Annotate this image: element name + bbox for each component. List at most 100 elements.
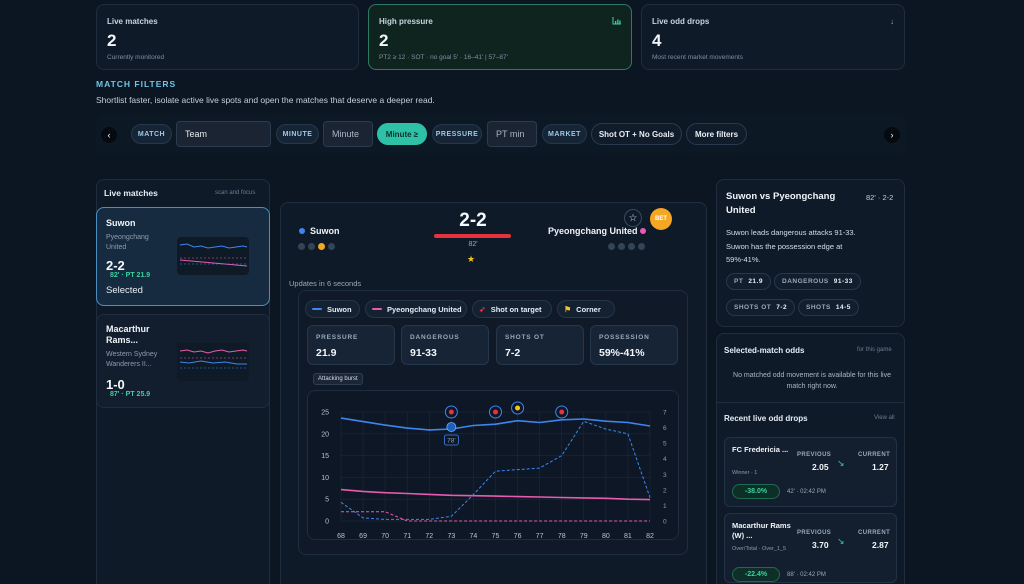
odd-market: Over/Total · Over_1_5 <box>732 546 787 552</box>
match-meta: 87' · PT 25.9 <box>110 391 151 398</box>
odd-match-name: Macarthur Rams (W) ... <box>732 521 791 540</box>
match-opponent: Pyeongchang United <box>106 234 149 251</box>
odd-drop-card[interactable]: FC Fredericia ... Winner · 1 PREVIOUS 2.… <box>724 437 897 507</box>
odd-current-label: CURRENT <box>858 452 891 458</box>
chip-value: 91-33 <box>833 278 853 285</box>
update-countdown: Updates in 6 seconds <box>289 279 362 288</box>
y-tick-label: 10 <box>321 475 329 482</box>
x-tick-label: 75 <box>492 533 500 540</box>
odd-current-label: CURRENT <box>858 530 891 536</box>
match-opponent: Western Sydney Wanderers II... <box>106 351 158 368</box>
metric-dangerous: DANGEROUS 91-33 <box>401 325 489 365</box>
y2-tick-label: 3 <box>663 472 667 479</box>
filter-next-button[interactable]: › <box>884 127 900 143</box>
home-team-name: Suwon <box>310 226 340 236</box>
pressure-filter-chip: PRESSURE <box>432 124 482 144</box>
metric-value: 59%-41% <box>599 347 645 359</box>
match-card-suwon[interactable]: Suwon Pyeongchang United 2-2 82' · PT 21… <box>96 207 270 306</box>
metric-possession: POSSESSION 59%-41% <box>590 325 678 365</box>
arrow-down-right-icon: ↘ <box>837 536 845 546</box>
y2-tick-label: 0 <box>663 519 667 526</box>
x-tick-label: 76 <box>514 533 522 540</box>
legend-label: Pyeongchang United <box>387 304 462 314</box>
odd-match-name: FC Fredericia ... <box>732 445 789 454</box>
pressure-chart: 68 69 70 71 72 73 74 75 76 77 78 79 80 81 820510152025… <box>321 401 667 540</box>
home-indicator <box>298 243 305 250</box>
x-tick-label: 78 <box>558 533 566 540</box>
filter-prev-button[interactable]: ‹ <box>101 127 117 143</box>
summary-chip-dangerous: DANGEROUS 91-33 <box>774 273 861 290</box>
summary-description: Suwon leads dangerous attacks 91-33. Suw… <box>726 228 856 264</box>
stat-card-high-pressure[interactable]: High pressure 2 PT2 ≥ 12 · SOT · no goal… <box>368 4 632 70</box>
metric-label: SHOTS OT <box>505 334 545 341</box>
stat-sub: Most recent market movements <box>652 54 744 61</box>
odd-prev-label: PREVIOUS <box>797 530 832 536</box>
y2-tick-label: 4 <box>663 456 667 463</box>
metric-label: PRESSURE <box>316 334 359 341</box>
legend-line <box>372 308 382 310</box>
chip-label: SHOTS OT <box>734 304 772 311</box>
more-filters-button[interactable]: More filters <box>686 123 747 145</box>
filters-subtitle: Shortlist faster, isolate active live sp… <box>96 95 435 105</box>
odd-drop-card[interactable]: Macarthur Rams (W) ... Over/Total · Over… <box>724 513 897 583</box>
market-filter-chip: MARKET <box>542 124 587 144</box>
stat-card-live-odd-drops[interactable]: Live odd drops ↓ 4 Most recent market mo… <box>641 4 905 70</box>
legend-corner[interactable]: ⚑ Corner <box>557 300 615 318</box>
legend-home[interactable]: Suwon <box>305 300 360 318</box>
home-indicator <box>308 243 315 250</box>
stat-label: High pressure <box>379 17 433 26</box>
shot-event-dot <box>559 409 565 415</box>
legend-shot[interactable]: ➶ Shot on target <box>472 300 552 318</box>
live-matches-meta: scan and focus <box>215 190 256 196</box>
goal-event-label: 78' <box>447 438 455 445</box>
away-indicator <box>608 243 615 250</box>
stat-sub: PT2 ≥ 12 · SOT · no goal 5' · 16–41' | 5… <box>379 54 508 61</box>
away-indicator <box>628 243 635 250</box>
minute-threshold-button[interactable]: Minute ≥ <box>377 123 427 145</box>
away-indicator <box>638 243 645 250</box>
odd-current-value: 1.27 <box>872 462 889 472</box>
stat-value: 2 <box>379 31 389 50</box>
shot-icon: ➶ <box>479 304 486 314</box>
view-all-link[interactable]: View all <box>874 415 895 421</box>
odd-market: Winner · 1 <box>732 470 758 476</box>
corner-event-dot <box>515 405 521 411</box>
chip-label: DANGEROUS <box>782 278 829 285</box>
bet-button[interactable]: BET <box>650 208 672 230</box>
trend-chart-icon <box>612 17 621 27</box>
filters-title: MATCH FILTERS <box>96 79 177 89</box>
series-line-1 <box>340 488 651 501</box>
market-select-button[interactable]: Shot OT + No Goals <box>591 123 682 145</box>
summary-minute: 82' · 2-2 <box>866 193 894 202</box>
attacking-burst-badge: Attacking burst <box>313 373 363 385</box>
legend-away[interactable]: Pyeongchang United <box>365 300 467 318</box>
chip-label: SHOTS <box>806 304 831 311</box>
y-tick-label: 5 <box>325 497 329 504</box>
match-card-macarthur[interactable]: Macarthur Rams... Western Sydney Wandere… <box>96 314 270 408</box>
odd-time: 42' · 02:42 PM <box>787 489 826 495</box>
odd-current-value: 2.87 <box>872 540 889 550</box>
y2-tick-label: 6 <box>663 425 667 432</box>
x-tick-label: 68 <box>337 533 345 540</box>
home-indicator <box>328 243 335 250</box>
goal-event-badge <box>443 434 459 446</box>
score-pressure-bar <box>434 234 511 238</box>
x-tick-label: 81 <box>624 533 632 540</box>
y2-tick-label: 5 <box>663 441 667 448</box>
odd-drop-percent: -38.0% <box>732 484 780 499</box>
match-team: Suwon <box>106 218 136 228</box>
home-team-dot <box>299 228 305 234</box>
metric-shots-ot: SHOTS OT 7-2 <box>496 325 584 365</box>
minute-filter-input[interactable]: Minute <box>323 121 373 147</box>
favorite-star-button[interactable]: ☆ <box>624 209 642 227</box>
live-matches-title: Live matches <box>104 188 158 198</box>
x-tick-label: 72 <box>425 533 433 540</box>
match-mini-chart <box>177 343 249 381</box>
stat-value: 4 <box>652 31 662 50</box>
metric-pressure: PRESSURE 21.9 <box>307 325 395 365</box>
summary-chip-shots-ot: SHOTS OT 7-2 <box>726 299 796 316</box>
pt-filter-input[interactable]: PT min <box>487 121 537 147</box>
metric-value: 7-2 <box>505 347 521 359</box>
team-filter-input[interactable]: Team <box>176 121 271 147</box>
recent-drops-title: Recent live odd drops <box>724 414 808 423</box>
